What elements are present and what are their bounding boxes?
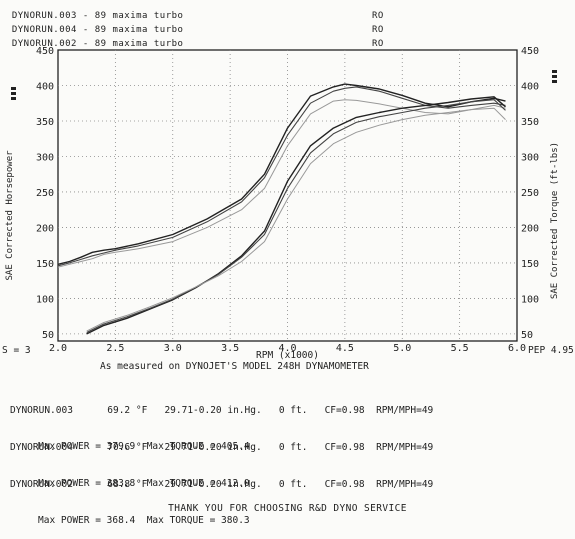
- y-tick-label-left: 250: [36, 188, 54, 199]
- run-max-torque: Max TORQUE = 380.3: [146, 515, 250, 526]
- legend-entry: DYNORUN.002 - 89 maxima turbo RO: [0, 29, 384, 49]
- series-line: [86, 107, 506, 332]
- run-max-power: Max POWER = 383.8: [38, 478, 136, 489]
- x-tick-label: 4.0: [278, 343, 296, 354]
- y-tick-label-left: 200: [36, 223, 54, 234]
- y-tick-label-left: 50: [42, 330, 54, 341]
- y-axis-label-left: SAE Corrected Horsepower: [5, 150, 15, 281]
- legend-entry: DYNORUN.004 - 89 maxima turbo RO: [0, 15, 384, 35]
- run-max-torque: Max TORQUE = 412.0: [146, 478, 250, 489]
- run-name: DYNORUN.004: [10, 442, 73, 453]
- run-max-power: Max POWER = 368.4: [38, 515, 136, 526]
- x-tick-label: 3.0: [164, 343, 182, 354]
- run-summary: DYNORUN.004 70.6 °F 29.71-0.20 in.Hg. 0 …: [10, 418, 433, 502]
- right-legend-swatch: [552, 70, 557, 73]
- y-tick-label-right: 350: [521, 117, 539, 128]
- run-conditions: 70.6 °F 29.71-0.20 in.Hg. 0 ft. CF=0.98 …: [107, 442, 434, 453]
- y-tick-label-left: 450: [36, 46, 54, 57]
- legend-entry-name: DYNORUN.004 - 89 maxima turbo: [11, 25, 184, 35]
- legend-entry-name: DYNORUN.003 - 89 maxima turbo: [11, 11, 184, 21]
- run-max-torque: Max TORQUE = 405.4: [146, 441, 250, 452]
- x-axis-label: RPM (x1000): [256, 350, 319, 361]
- pep-label: PEP 4.95: [528, 345, 574, 356]
- run-conditions: 68.8 °F 29.71-0.20 in.Hg. 0 ft. CF=0.98 …: [107, 479, 434, 490]
- series-line: [86, 99, 506, 333]
- y-tick-label-right: 300: [521, 152, 539, 163]
- legend-entry: DYNORUN.003 - 89 maxima turbo RO: [0, 1, 384, 21]
- y-tick-label-right: 50: [521, 330, 533, 341]
- left-legend-swatch: [11, 97, 16, 100]
- run-summary: DYNORUN.003 69.2 °F 29.71-0.20 in.Hg. 0 …: [10, 381, 433, 465]
- legend-entry-tag: RO: [372, 25, 384, 35]
- y-tick-label-left: 350: [36, 117, 54, 128]
- dyno-chart: 2.0 2.5 3.0 3.5 4.0 4.5 5.0 5.5 6.0 50 50 100 100 150…: [5, 46, 560, 361]
- y-tick-label-right: 100: [521, 294, 539, 305]
- smoothing-label: S = 3: [2, 345, 31, 356]
- legend-entry-tag: RO: [372, 11, 384, 21]
- run-name: DYNORUN.002: [10, 479, 73, 490]
- series-line: [57, 83, 506, 265]
- measured-note: As measured on DYNOJET'S MODEL 248H DYNA…: [100, 361, 369, 372]
- y-tick-label-left: 150: [36, 259, 54, 270]
- y-tick-label-left: 400: [36, 81, 54, 92]
- series-line: [57, 86, 506, 267]
- x-tick-label: 3.5: [221, 343, 239, 354]
- run-summary: DYNORUN.002 68.8 °F 29.71-0.20 in.Hg. 0 …: [10, 455, 433, 539]
- run-name: DYNORUN.003: [10, 405, 73, 416]
- right-legend-swatch: [552, 80, 557, 83]
- y-tick-label-left: 100: [36, 294, 54, 305]
- plot-frame: [57, 49, 518, 342]
- run-max-power: Max POWER = 379.9: [38, 441, 136, 452]
- x-tick-label: 5.0: [393, 343, 411, 354]
- y-tick-label-right: 150: [521, 259, 539, 270]
- series-line: [86, 96, 506, 335]
- legend-entry-name: DYNORUN.002 - 89 maxima turbo: [11, 39, 184, 49]
- y-tick-label-right: 450: [521, 46, 539, 57]
- y-axis-label-right: SAE Corrected Torque (ft-lbs): [550, 142, 560, 299]
- legend-entry-tag: RO: [372, 39, 384, 49]
- footer-message: THANK YOU FOR CHOOSING R&D DYNO SERVICE: [168, 503, 407, 514]
- x-tick-label: 2.0: [49, 343, 67, 354]
- series-line: [57, 99, 506, 268]
- y-tick-label-right: 250: [521, 188, 539, 199]
- x-tick-label: 2.5: [106, 343, 124, 354]
- y-tick-label-right: 200: [521, 223, 539, 234]
- x-tick-label: 5.5: [451, 343, 469, 354]
- left-legend-swatch: [11, 92, 16, 95]
- run-conditions: 69.2 °F 29.71-0.20 in.Hg. 0 ft. CF=0.98 …: [107, 405, 434, 416]
- y-tick-label-left: 300: [36, 152, 54, 163]
- x-tick-label: 6.0: [508, 343, 526, 354]
- right-legend-swatch: [552, 75, 557, 78]
- x-tick-label: 4.5: [336, 343, 354, 354]
- left-legend-swatch: [11, 87, 16, 90]
- y-tick-label-right: 400: [521, 81, 539, 92]
